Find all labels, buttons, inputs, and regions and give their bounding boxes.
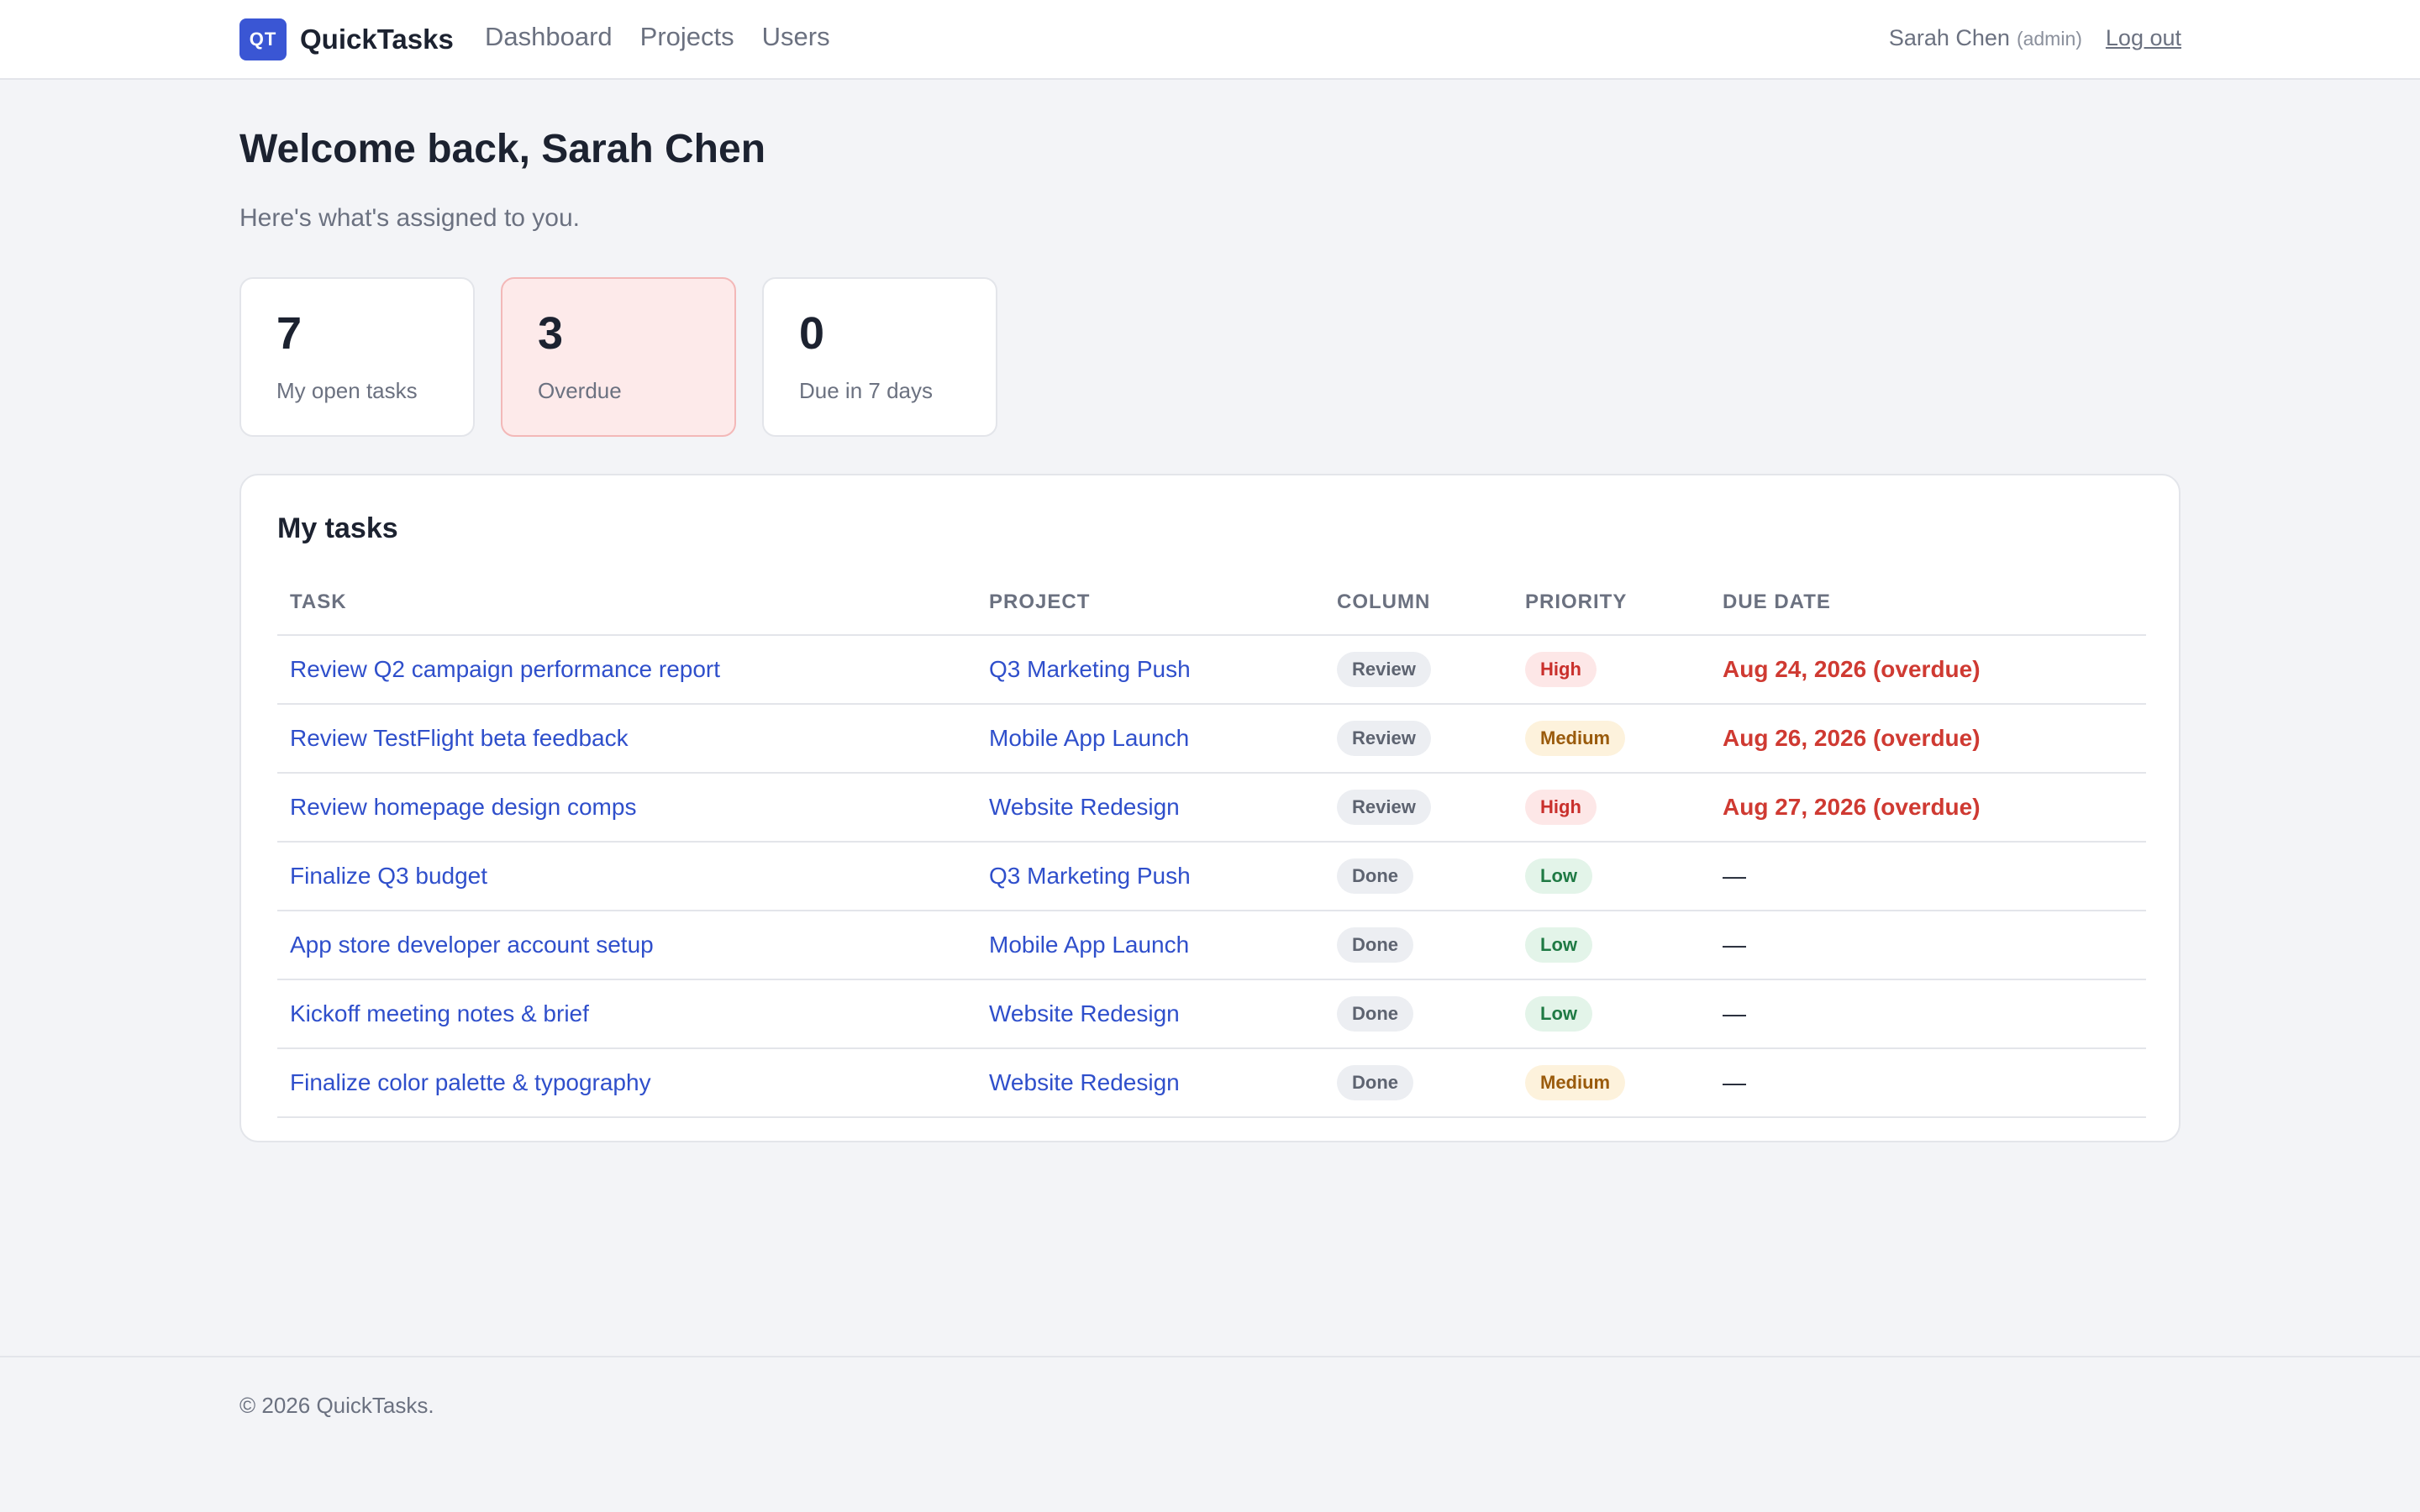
column-badge: Review bbox=[1337, 790, 1431, 825]
column-badge: Done bbox=[1337, 1065, 1413, 1100]
project-link[interactable]: Website Redesign bbox=[989, 1000, 1180, 1026]
table-row: Kickoff meeting notes & brief Website Re… bbox=[277, 979, 2146, 1049]
table-row: Finalize Q3 budget Q3 Marketing Push Don… bbox=[277, 842, 2146, 911]
stat-label: My open tasks bbox=[276, 378, 418, 403]
project-link[interactable]: Website Redesign bbox=[989, 794, 1180, 820]
tasks-table: TASK PROJECT COLUMN PRIORITY DUE DATE Re… bbox=[277, 570, 2146, 1118]
due-date: Aug 26, 2026 (overdue) bbox=[1723, 725, 1981, 751]
column-header-task: TASK bbox=[277, 570, 976, 636]
column-badge: Done bbox=[1337, 996, 1413, 1032]
priority-badge: Low bbox=[1525, 858, 1592, 894]
nav-projects[interactable]: Projects bbox=[639, 22, 734, 51]
due-date: — bbox=[1723, 1000, 1746, 1026]
current-user-name: Sarah Chen bbox=[1888, 25, 2010, 50]
column-badge: Done bbox=[1337, 858, 1413, 894]
page-footer: © 2026 QuickTasks. bbox=[0, 1356, 2420, 1512]
stat-label: Overdue bbox=[538, 378, 622, 403]
task-link[interactable]: Review TestFlight beta feedback bbox=[290, 725, 629, 751]
due-date: — bbox=[1723, 932, 1746, 958]
stat-card-due-soon: 0 Due in 7 days bbox=[762, 277, 997, 437]
task-link[interactable]: App store developer account setup bbox=[290, 932, 654, 958]
stat-value: 7 bbox=[276, 308, 302, 359]
project-link[interactable]: Q3 Marketing Push bbox=[989, 656, 1191, 682]
table-header-row: TASK PROJECT COLUMN PRIORITY DUE DATE bbox=[277, 570, 2146, 636]
task-link[interactable]: Finalize Q3 budget bbox=[290, 863, 488, 889]
table-row: Finalize color palette & typography Webs… bbox=[277, 1048, 2146, 1118]
due-date: Aug 24, 2026 (overdue) bbox=[1723, 656, 1981, 682]
my-tasks-panel: My tasks TASK PROJECT COLUMN PRIORITY DU… bbox=[239, 474, 2181, 1142]
project-link[interactable]: Mobile App Launch bbox=[989, 932, 1190, 958]
priority-badge: Low bbox=[1525, 927, 1592, 963]
user-area: Sarah Chen (admin) Log out bbox=[1889, 25, 2181, 51]
priority-badge: Low bbox=[1525, 996, 1592, 1032]
nav-dashboard[interactable]: Dashboard bbox=[485, 22, 613, 51]
priority-badge: Medium bbox=[1525, 721, 1626, 756]
table-row: Review TestFlight beta feedback Mobile A… bbox=[277, 704, 2146, 774]
priority-badge: High bbox=[1525, 790, 1597, 825]
app-name: QuickTasks bbox=[300, 24, 454, 55]
due-date: — bbox=[1723, 863, 1746, 889]
table-row: Review Q2 campaign performance report Q3… bbox=[277, 635, 2146, 705]
column-header-due-date: DUE DATE bbox=[1710, 570, 2146, 636]
current-user-role: (admin) bbox=[2016, 28, 2082, 50]
priority-badge: High bbox=[1525, 652, 1597, 687]
due-date: — bbox=[1723, 1069, 1746, 1095]
column-badge: Review bbox=[1337, 721, 1431, 756]
table-row: Review homepage design comps Website Red… bbox=[277, 773, 2146, 843]
stat-card-open-tasks: 7 My open tasks bbox=[239, 277, 475, 437]
stat-value: 3 bbox=[538, 308, 564, 359]
task-link[interactable]: Finalize color palette & typography bbox=[290, 1069, 651, 1095]
project-link[interactable]: Website Redesign bbox=[989, 1069, 1180, 1095]
column-badge: Review bbox=[1337, 652, 1431, 687]
task-link[interactable]: Review homepage design comps bbox=[290, 794, 637, 820]
brand[interactable]: QT QuickTasks bbox=[239, 18, 454, 60]
stats-row: 7 My open tasks 3 Overdue 0 Due in 7 day… bbox=[239, 277, 997, 437]
task-link[interactable]: Kickoff meeting notes & brief bbox=[290, 1000, 589, 1026]
app-logo: QT bbox=[239, 18, 287, 60]
logout-link[interactable]: Log out bbox=[2105, 25, 2181, 50]
top-navigation-bar: QT QuickTasks Dashboard Projects Users S… bbox=[0, 0, 2420, 80]
main-nav: Dashboard Projects Users bbox=[485, 22, 830, 52]
priority-badge: Medium bbox=[1525, 1065, 1626, 1100]
table-row: App store developer account setup Mobile… bbox=[277, 911, 2146, 980]
stat-label: Due in 7 days bbox=[799, 378, 933, 403]
column-header-column: COLUMN bbox=[1324, 570, 1512, 636]
column-badge: Done bbox=[1337, 927, 1413, 963]
stat-card-overdue: 3 Overdue bbox=[501, 277, 736, 437]
panel-title: My tasks bbox=[277, 512, 398, 544]
nav-users[interactable]: Users bbox=[761, 22, 830, 51]
task-link[interactable]: Review Q2 campaign performance report bbox=[290, 656, 721, 682]
project-link[interactable]: Q3 Marketing Push bbox=[989, 863, 1191, 889]
page-title: Welcome back, Sarah Chen bbox=[239, 127, 766, 171]
copyright-text: © 2026 QuickTasks. bbox=[239, 1393, 434, 1418]
column-header-priority: PRIORITY bbox=[1512, 570, 1710, 636]
column-header-project: PROJECT bbox=[976, 570, 1324, 636]
due-date: Aug 27, 2026 (overdue) bbox=[1723, 794, 1981, 820]
project-link[interactable]: Mobile App Launch bbox=[989, 725, 1190, 751]
stat-value: 0 bbox=[799, 308, 825, 359]
page-subtitle: Here's what's assigned to you. bbox=[239, 204, 580, 232]
